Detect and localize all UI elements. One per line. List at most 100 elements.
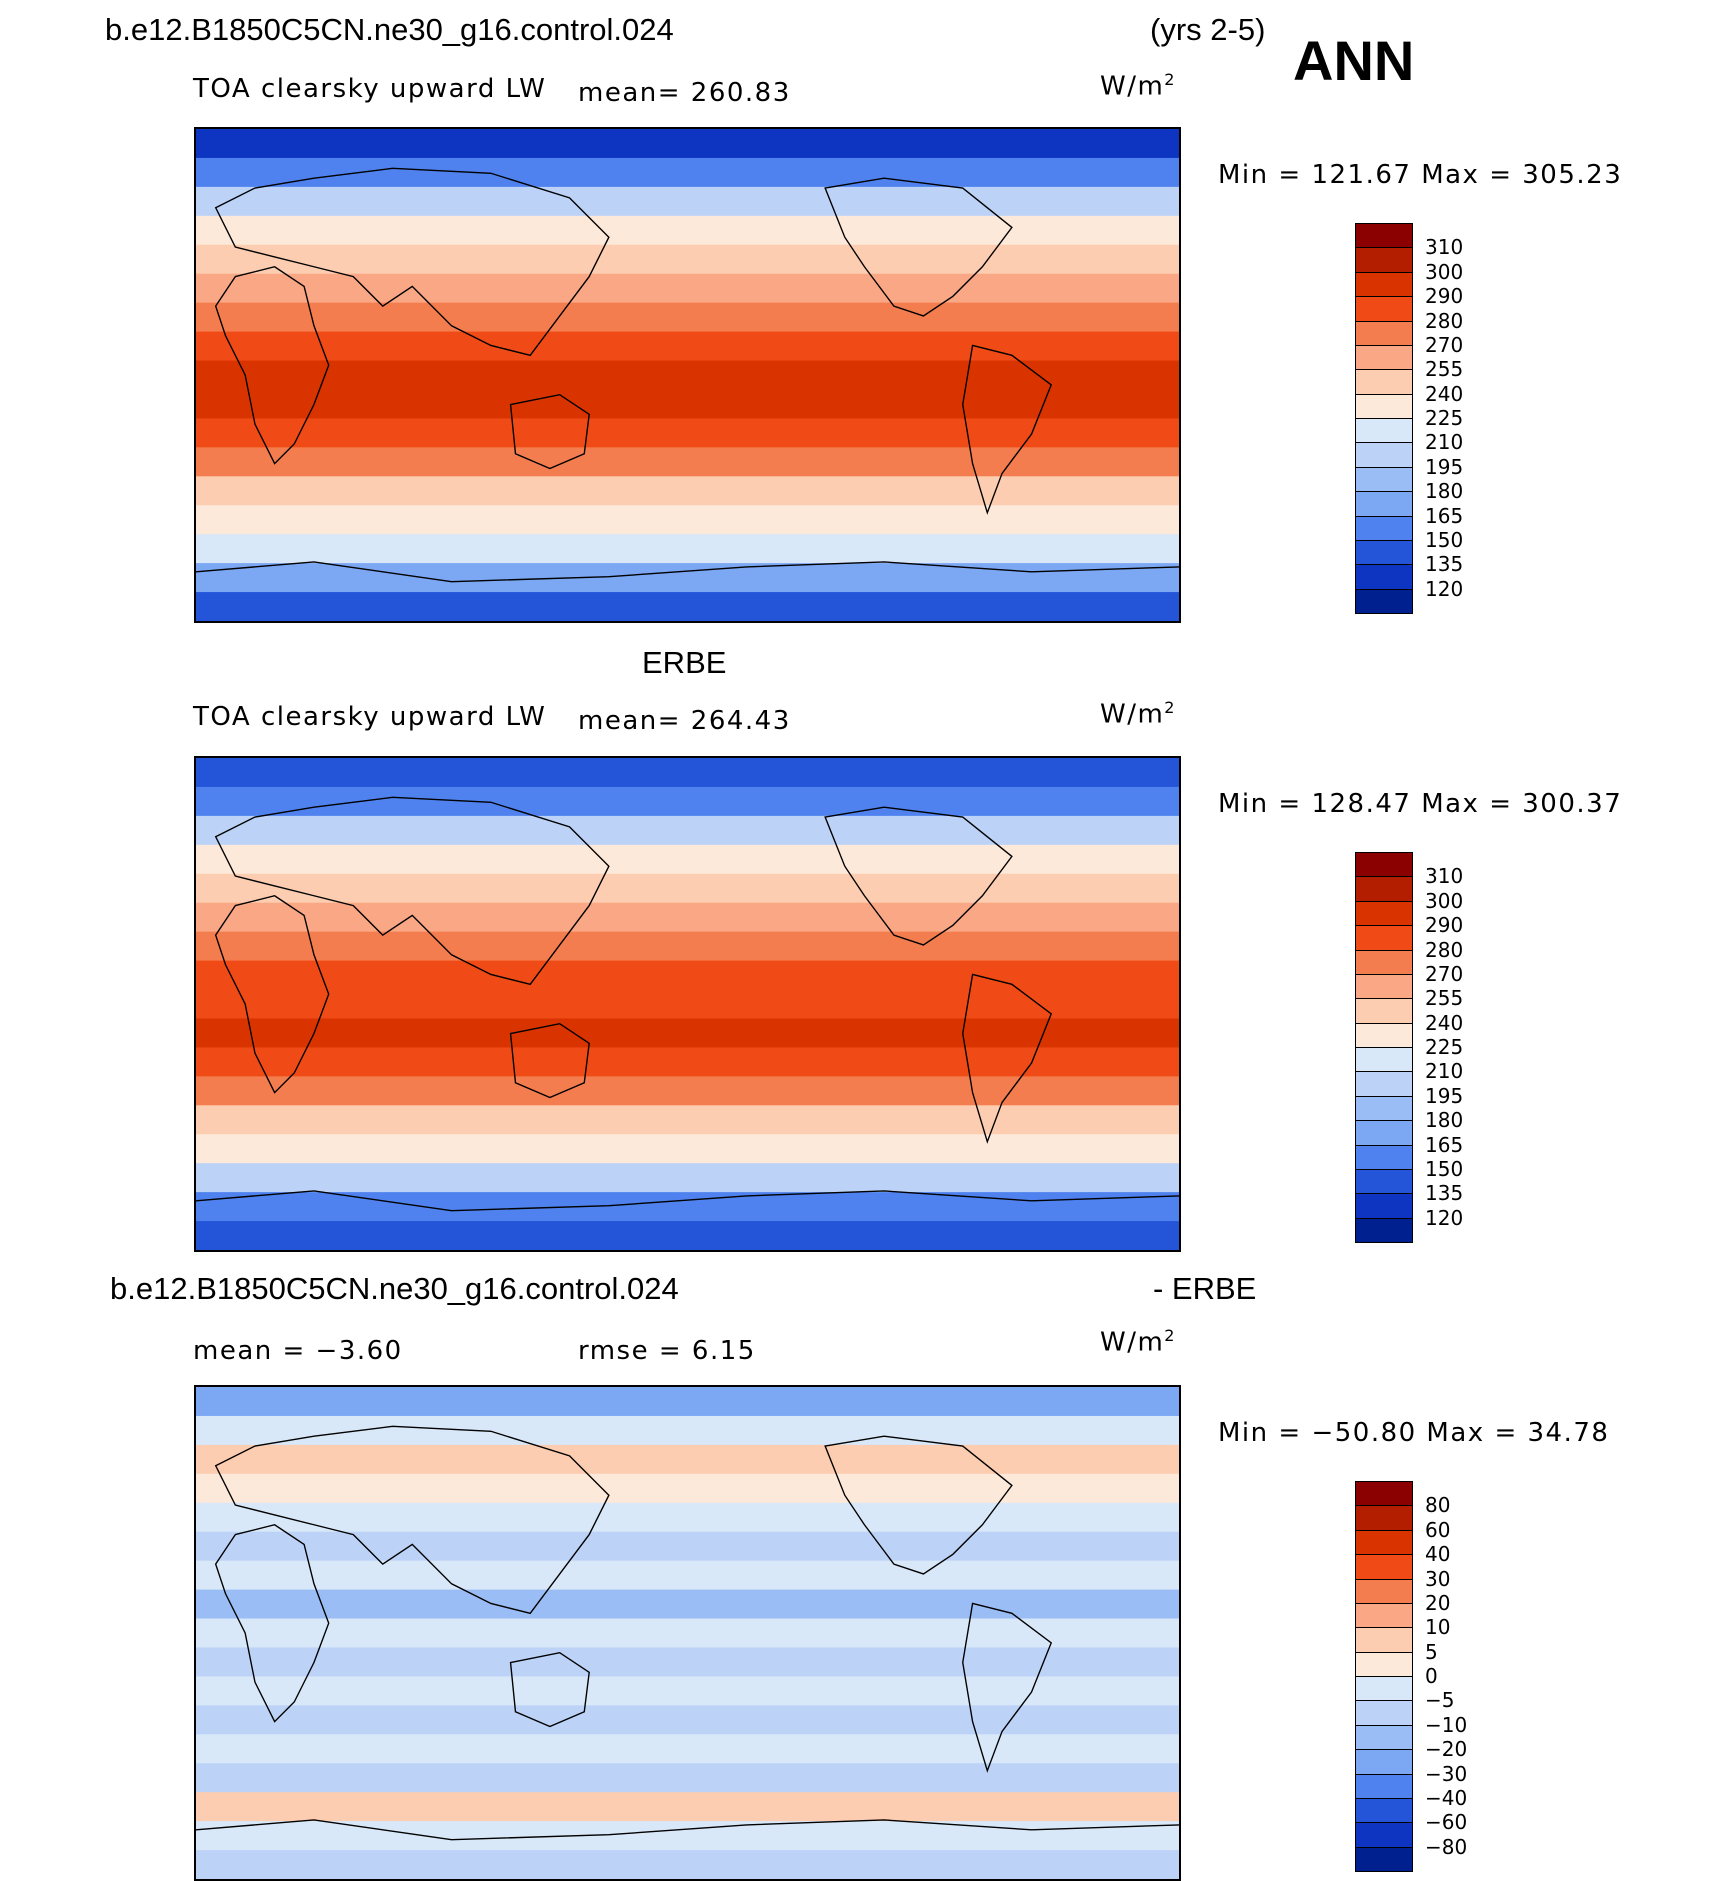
coastline xyxy=(214,895,330,1094)
colorbar-label: 210 xyxy=(1425,430,1464,455)
colorbar-label: 280 xyxy=(1425,937,1464,962)
colorbar-label: 195 xyxy=(1425,1083,1464,1108)
coastline xyxy=(196,561,1179,583)
colorbar-label: 225 xyxy=(1425,406,1464,430)
colorbar-box xyxy=(1355,1047,1413,1073)
coastline xyxy=(214,167,610,357)
latitude-band xyxy=(196,129,1179,159)
colorbar-box xyxy=(1355,1022,1413,1048)
colorbar-label: 120 xyxy=(1425,1205,1464,1230)
case-title: b.e12.B1850C5CN.ne30_g16.control.024 xyxy=(105,12,674,47)
latitude-band xyxy=(196,1134,1179,1165)
colorbar-label: −5 xyxy=(1425,1688,1455,1713)
coastline xyxy=(962,1602,1053,1773)
colorbar-box xyxy=(1355,515,1413,541)
colorbar-label: −10 xyxy=(1425,1712,1468,1737)
colorbar-label: −80 xyxy=(1425,1834,1468,1859)
colorbar-box xyxy=(1355,466,1413,493)
colorbar-label: 195 xyxy=(1425,454,1464,479)
latitude-band xyxy=(196,1444,1179,1475)
colorbar-label: 310 xyxy=(1425,864,1464,889)
colorbar-label: 280 xyxy=(1425,308,1464,333)
latitude-band xyxy=(196,447,1179,478)
panel2-title: ERBE xyxy=(642,645,727,680)
latitude-band xyxy=(196,786,1179,817)
coastline xyxy=(824,177,1013,317)
panel3-rmse: rmse = 6.15 xyxy=(578,1336,756,1366)
latitude-band xyxy=(196,360,1179,391)
colorbar-label: 300 xyxy=(1425,888,1464,913)
latitude-band xyxy=(196,989,1179,1020)
coastline xyxy=(509,1022,590,1099)
coastline xyxy=(824,806,1013,946)
latitude-band xyxy=(196,1192,1179,1223)
colorbar-box xyxy=(1355,223,1413,249)
difference-map xyxy=(194,1385,1181,1881)
colorbar-label: 240 xyxy=(1425,1010,1464,1035)
latitude-band xyxy=(196,186,1179,217)
latitude-band xyxy=(196,1018,1179,1049)
coastline xyxy=(509,1651,590,1728)
colorbar-label: −20 xyxy=(1425,1737,1468,1762)
colorbar-box xyxy=(1355,1481,1413,1507)
colorbar-box xyxy=(1355,1797,1413,1824)
colorbar-box xyxy=(1355,852,1413,878)
colorbar-box xyxy=(1355,876,1413,902)
colorbar-label: 135 xyxy=(1425,1181,1464,1206)
latitude-band xyxy=(196,815,1179,846)
model-map-svg xyxy=(196,129,1179,621)
latitude-band xyxy=(196,302,1179,333)
difference-map-svg xyxy=(196,1387,1179,1879)
colorbar-box xyxy=(1355,1095,1413,1122)
latitude-band xyxy=(196,389,1179,420)
latitude-band xyxy=(196,418,1179,449)
panel1-minmax: Min = 121.67 Max = 305.23 xyxy=(1218,160,1623,190)
latitude-band xyxy=(196,215,1179,246)
colorbar-label: 135 xyxy=(1425,552,1464,577)
latitude-band xyxy=(196,1531,1179,1562)
panel3-title: b.e12.B1850C5CN.ne30_g16.control.024 xyxy=(110,1271,679,1306)
coastline xyxy=(196,1819,1179,1841)
latitude-band xyxy=(196,1473,1179,1504)
latitude-band xyxy=(196,1415,1179,1446)
colorbar-label: 150 xyxy=(1425,527,1464,552)
colorbar-box xyxy=(1355,1749,1413,1775)
latitude-band xyxy=(196,1792,1179,1823)
latitude-band xyxy=(196,273,1179,304)
colorbar-label: 10 xyxy=(1425,1615,1451,1640)
colorbar-box xyxy=(1355,1627,1413,1653)
colorbar-label: 270 xyxy=(1425,332,1464,357)
colorbar-box xyxy=(1355,247,1413,273)
coastline xyxy=(196,1190,1179,1212)
colorbar-box xyxy=(1355,1602,1413,1629)
coastline xyxy=(824,1435,1013,1575)
latitude-band xyxy=(196,1821,1179,1852)
colorbar-label: −30 xyxy=(1425,1761,1468,1786)
colorbar-label: 180 xyxy=(1425,1108,1464,1133)
colorbar-label: 30 xyxy=(1425,1566,1451,1591)
colorbar-box xyxy=(1355,564,1413,590)
latitude-band xyxy=(196,1589,1179,1620)
colorbar-box xyxy=(1355,1578,1413,1604)
coastline xyxy=(214,266,330,465)
latitude-band xyxy=(196,902,1179,933)
colorbar-box xyxy=(1355,1651,1413,1677)
latitude-band xyxy=(196,1618,1179,1649)
colorbar-box xyxy=(1355,369,1413,395)
colorbar-box xyxy=(1355,539,1413,566)
colorbar-box xyxy=(1355,1846,1413,1872)
panel3-mean: mean = −3.60 xyxy=(193,1336,403,1366)
coastline xyxy=(214,1524,330,1723)
colorbar-box xyxy=(1355,320,1413,346)
latitude-band xyxy=(196,1647,1179,1678)
colorbar-label: 310 xyxy=(1425,235,1464,260)
latitude-band xyxy=(196,931,1179,962)
panel2-mean: mean= 264.43 xyxy=(578,706,791,736)
colorbar-box xyxy=(1355,973,1413,1000)
colorbar-label: 20 xyxy=(1425,1590,1451,1615)
coastline xyxy=(962,973,1053,1144)
colorbar-box xyxy=(1355,1700,1413,1726)
colorbar-label: 60 xyxy=(1425,1517,1451,1542)
colorbar-box xyxy=(1355,1120,1413,1146)
latitude-band xyxy=(196,476,1179,507)
